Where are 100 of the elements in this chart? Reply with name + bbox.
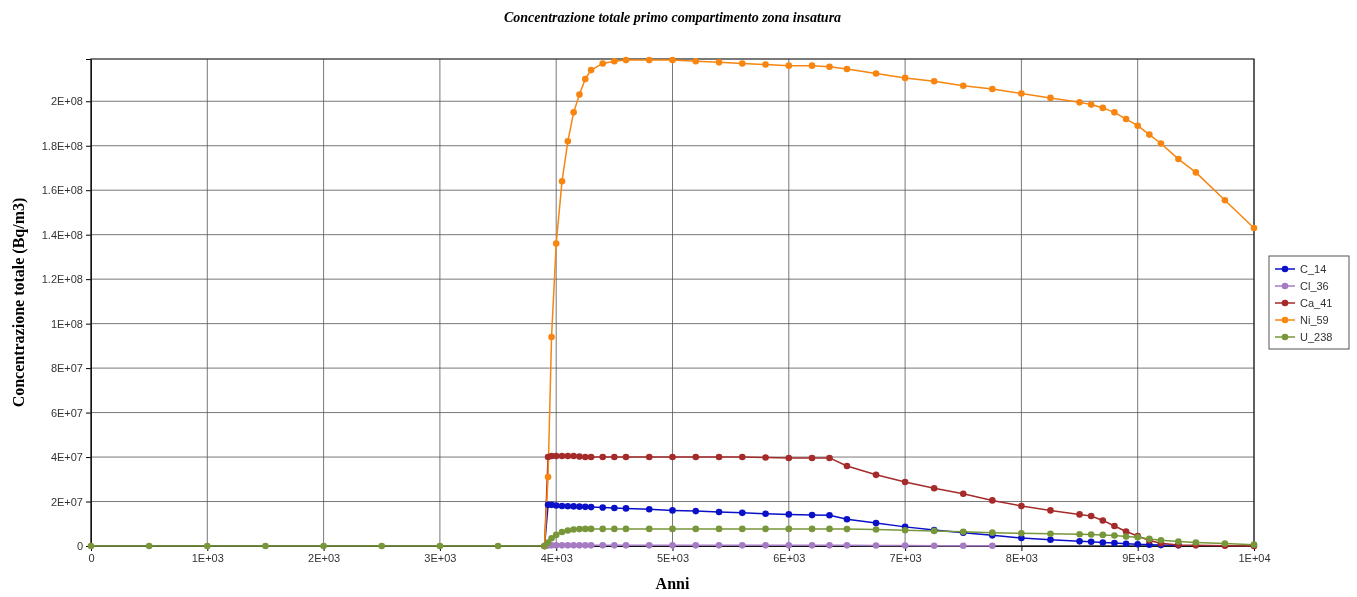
- point: [645, 56, 653, 64]
- x-tick-label: 1E+04: [1238, 551, 1271, 564]
- point: [762, 61, 769, 68]
- x-tick-label: 6E+03: [773, 551, 806, 564]
- point: [930, 484, 938, 492]
- point: [826, 525, 833, 533]
- point: [581, 503, 589, 511]
- point: [1087, 512, 1095, 520]
- point: [1076, 511, 1083, 518]
- point: [1076, 530, 1083, 538]
- point: [715, 453, 723, 461]
- x-tick-label: 8E+03: [1005, 551, 1038, 564]
- legend-label: U_238: [1300, 331, 1333, 343]
- point: [564, 527, 572, 534]
- point: [1250, 224, 1258, 232]
- point: [1111, 522, 1118, 530]
- point: [808, 511, 816, 519]
- point: [494, 542, 502, 550]
- point: [87, 542, 95, 550]
- point: [959, 542, 967, 550]
- point: [581, 453, 589, 461]
- point: [872, 70, 880, 77]
- point: [808, 454, 816, 462]
- point: [599, 504, 607, 511]
- point: [645, 506, 653, 513]
- point: [570, 542, 577, 549]
- point: [1087, 538, 1095, 546]
- point: [1192, 169, 1200, 176]
- point: [1134, 122, 1141, 130]
- point: [1047, 94, 1054, 102]
- point: [692, 525, 700, 533]
- point: [587, 503, 595, 511]
- y-tick-label: 1.8E+08: [41, 139, 83, 152]
- point: [1175, 155, 1182, 163]
- point: [826, 542, 833, 549]
- point: [581, 542, 589, 549]
- point: [611, 504, 618, 512]
- point: [581, 75, 589, 83]
- x-axis-title: Anni: [655, 575, 690, 592]
- point: [669, 56, 676, 64]
- point: [1134, 540, 1141, 548]
- point: [576, 91, 583, 98]
- legend-label: Ca_41: [1300, 297, 1333, 309]
- point: [622, 525, 630, 533]
- point: [645, 525, 653, 533]
- x-tick-label: 0: [88, 551, 95, 564]
- point: [762, 542, 769, 549]
- point: [576, 453, 583, 460]
- point: [826, 454, 833, 462]
- point: [611, 542, 618, 549]
- x-tick-label: 5E+03: [656, 551, 690, 564]
- point: [548, 534, 555, 542]
- point: [622, 505, 630, 512]
- point: [989, 85, 996, 93]
- point: [808, 525, 816, 533]
- point: [872, 519, 880, 527]
- y-tick-label: 1.2E+08: [41, 273, 83, 286]
- point: [1087, 531, 1095, 538]
- point: [989, 542, 996, 550]
- point: [145, 542, 153, 550]
- point: [930, 542, 938, 550]
- point: [843, 525, 851, 533]
- point: [872, 542, 880, 549]
- point: [570, 526, 577, 533]
- y-tick-label: 1.4E+08: [41, 228, 83, 241]
- point: [1099, 531, 1107, 539]
- point: [872, 526, 880, 533]
- point: [1175, 538, 1182, 545]
- point: [1111, 539, 1118, 547]
- point: [785, 62, 793, 69]
- chart-title: Concentrazione totale primo compartimento zona insatura: [503, 10, 842, 25]
- point: [692, 542, 700, 549]
- point: [901, 542, 909, 549]
- point: [552, 240, 560, 247]
- point: [570, 109, 577, 116]
- point: [715, 542, 723, 549]
- point: [669, 507, 676, 514]
- x-tick-label: 7E+03: [889, 551, 922, 564]
- point: [762, 510, 769, 518]
- y-tick-label: 8E+07: [50, 362, 83, 375]
- point: [552, 531, 560, 539]
- point: [599, 60, 607, 67]
- point: [1099, 517, 1107, 524]
- point: [1221, 196, 1229, 204]
- point: [1076, 538, 1083, 545]
- point: [599, 525, 607, 533]
- y-tick-label: 0: [76, 540, 83, 553]
- point: [622, 56, 630, 64]
- x-tick-label: 1E+03: [191, 551, 224, 564]
- point: [645, 453, 653, 461]
- point: [1018, 530, 1025, 537]
- point: [378, 542, 386, 550]
- point: [611, 525, 618, 533]
- point: [826, 63, 833, 71]
- point: [808, 542, 816, 549]
- point: [570, 503, 577, 510]
- point: [576, 542, 583, 549]
- point: [622, 542, 630, 549]
- point: [587, 66, 595, 74]
- point: [1076, 99, 1083, 106]
